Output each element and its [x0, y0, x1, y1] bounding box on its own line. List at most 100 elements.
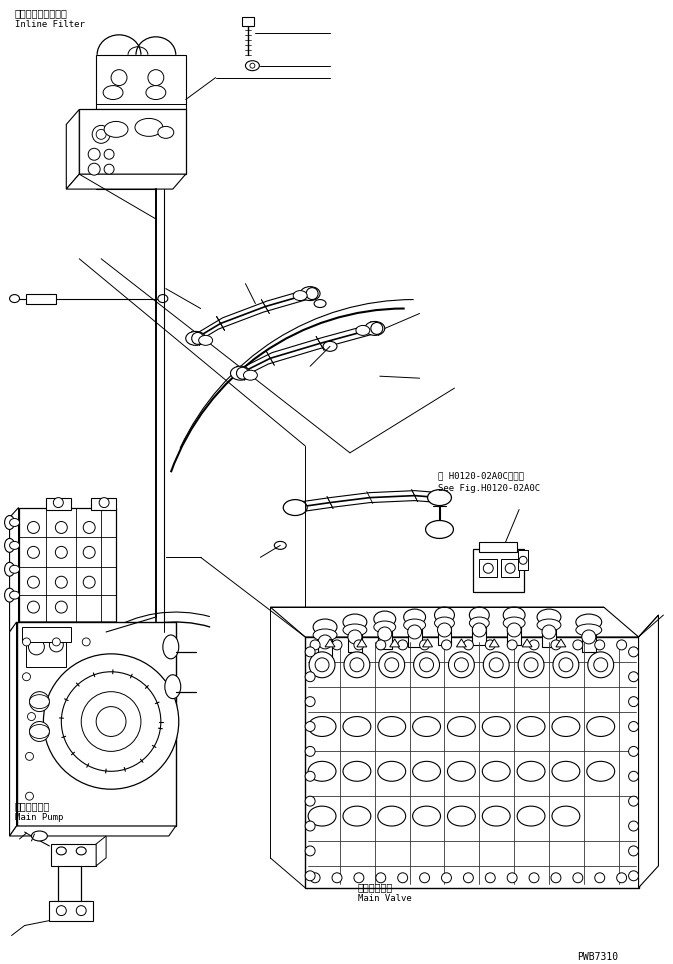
Circle shape — [629, 846, 639, 856]
Bar — [582, 622, 596, 652]
Circle shape — [192, 333, 204, 344]
Ellipse shape — [103, 86, 123, 99]
Ellipse shape — [343, 806, 371, 826]
Circle shape — [332, 872, 342, 883]
Circle shape — [26, 792, 34, 800]
Bar — [542, 617, 556, 647]
Ellipse shape — [356, 326, 370, 335]
Bar — [518, 550, 528, 571]
Ellipse shape — [9, 519, 20, 526]
Polygon shape — [489, 639, 499, 647]
Polygon shape — [522, 639, 532, 647]
Circle shape — [441, 872, 452, 883]
Ellipse shape — [448, 806, 475, 826]
Circle shape — [371, 322, 383, 335]
Ellipse shape — [537, 609, 561, 625]
Polygon shape — [325, 639, 335, 647]
Circle shape — [354, 872, 364, 883]
Circle shape — [305, 746, 315, 757]
Bar — [408, 617, 421, 647]
Polygon shape — [9, 826, 176, 836]
Ellipse shape — [448, 762, 475, 781]
Circle shape — [629, 746, 639, 757]
Ellipse shape — [5, 539, 15, 552]
Ellipse shape — [378, 806, 406, 826]
Bar — [378, 619, 392, 649]
Ellipse shape — [308, 806, 336, 826]
Polygon shape — [357, 639, 367, 647]
Ellipse shape — [425, 521, 454, 539]
Circle shape — [26, 752, 34, 761]
Circle shape — [419, 872, 429, 883]
Bar — [22, 627, 71, 642]
Ellipse shape — [552, 716, 580, 736]
Polygon shape — [556, 639, 566, 647]
Polygon shape — [456, 639, 466, 647]
Circle shape — [573, 872, 583, 883]
Circle shape — [88, 163, 100, 175]
Ellipse shape — [374, 621, 396, 633]
Circle shape — [306, 287, 318, 300]
Circle shape — [83, 547, 95, 558]
Ellipse shape — [413, 806, 441, 826]
Circle shape — [318, 635, 332, 649]
Circle shape — [104, 164, 114, 174]
Circle shape — [573, 640, 583, 650]
Ellipse shape — [165, 675, 181, 699]
Polygon shape — [67, 174, 186, 189]
Text: Main Pump: Main Pump — [15, 813, 63, 822]
Circle shape — [350, 657, 364, 672]
Circle shape — [595, 872, 605, 883]
Ellipse shape — [552, 806, 580, 826]
Ellipse shape — [503, 617, 525, 629]
Circle shape — [305, 721, 315, 732]
Circle shape — [88, 148, 100, 160]
Ellipse shape — [57, 847, 67, 855]
Polygon shape — [271, 607, 639, 637]
Circle shape — [485, 640, 495, 650]
Ellipse shape — [244, 370, 257, 380]
Circle shape — [378, 627, 392, 641]
Circle shape — [629, 821, 639, 831]
Circle shape — [551, 872, 561, 883]
Ellipse shape — [435, 607, 454, 623]
Circle shape — [464, 640, 473, 650]
Ellipse shape — [76, 847, 86, 855]
Ellipse shape — [9, 591, 20, 599]
Circle shape — [76, 905, 86, 916]
Circle shape — [385, 657, 398, 672]
Circle shape — [55, 602, 67, 613]
Bar — [46, 497, 71, 510]
Circle shape — [148, 69, 164, 86]
Circle shape — [629, 870, 639, 881]
Circle shape — [553, 652, 579, 678]
Ellipse shape — [483, 806, 510, 826]
Bar — [26, 294, 57, 304]
Circle shape — [83, 576, 95, 588]
Bar — [26, 637, 67, 667]
Circle shape — [332, 640, 342, 650]
Ellipse shape — [378, 716, 406, 736]
Ellipse shape — [163, 635, 179, 658]
Circle shape — [448, 652, 474, 678]
Circle shape — [629, 796, 639, 806]
Circle shape — [519, 556, 527, 564]
Polygon shape — [96, 836, 106, 866]
Ellipse shape — [413, 762, 441, 781]
Bar — [242, 17, 254, 26]
Circle shape — [629, 721, 639, 732]
Text: PWB7310: PWB7310 — [577, 952, 618, 962]
Circle shape — [441, 640, 452, 650]
Ellipse shape — [537, 619, 561, 631]
Ellipse shape — [30, 695, 49, 709]
Ellipse shape — [314, 300, 326, 308]
Circle shape — [485, 872, 495, 883]
Polygon shape — [473, 549, 524, 592]
Circle shape — [551, 640, 561, 650]
Text: Main Valve: Main Valve — [358, 894, 412, 902]
Ellipse shape — [483, 762, 510, 781]
Circle shape — [310, 872, 320, 883]
Circle shape — [315, 657, 329, 672]
Ellipse shape — [104, 121, 128, 137]
Bar — [507, 615, 521, 645]
